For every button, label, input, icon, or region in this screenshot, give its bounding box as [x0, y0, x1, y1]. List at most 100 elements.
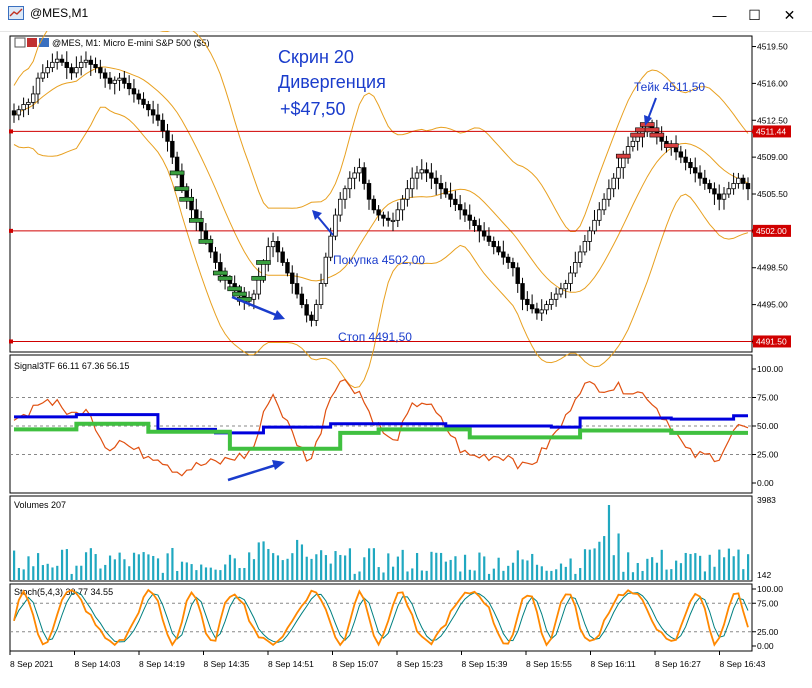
candle: [107, 77, 113, 84]
candle: [69, 67, 74, 74]
bollinger-middle-line: [13, 66, 749, 293]
volume-bar: [497, 557, 500, 580]
candle: [529, 304, 535, 310]
volume-bar: [540, 566, 543, 580]
candle: [726, 188, 732, 195]
volume-bar: [84, 552, 88, 580]
volume-bar: [747, 554, 750, 580]
candle: [453, 198, 458, 205]
volume-bar: [526, 560, 529, 580]
candle: [371, 198, 377, 211]
candle: [304, 304, 309, 316]
volume-bar: [545, 570, 548, 580]
candle: [155, 114, 161, 121]
candle: [59, 58, 65, 63]
volume-bar: [579, 568, 582, 580]
candle: [611, 177, 616, 190]
volume-bar: [60, 549, 64, 580]
volume-bar: [300, 544, 304, 580]
volume-bar: [449, 559, 452, 580]
volume-bar: [190, 564, 193, 580]
price-tag-label: 4491.50: [756, 336, 787, 346]
volume-bar: [305, 556, 308, 580]
volume-bar: [161, 572, 164, 580]
stoch-tick-label: 25.00: [757, 627, 779, 637]
buy-entry-label: Покупка 4502,00: [333, 253, 425, 267]
volume-bar: [315, 554, 318, 580]
volume-bar: [13, 550, 16, 580]
volume-bar: [22, 569, 25, 580]
candle: [78, 61, 84, 69]
volume-bar: [670, 569, 673, 580]
candle: [165, 130, 170, 142]
sell-signal-marker: [227, 286, 242, 292]
volume-bar: [344, 555, 347, 580]
candle: [11, 110, 17, 116]
candle: [323, 256, 329, 284]
volume-bar: [36, 553, 40, 580]
volume-bar: [622, 571, 625, 580]
volume-bar: [108, 555, 112, 580]
volume-bar: [41, 565, 44, 580]
volume-bar: [267, 548, 270, 580]
candle: [83, 59, 89, 63]
candle: [30, 93, 36, 103]
candle: [26, 101, 31, 105]
price-chart-svg[interactable]: @MES, M1: Micro E-mini S&P 500 ($5) Скри…: [0, 13, 812, 683]
minimize-button[interactable]: —: [712, 7, 727, 23]
candle: [35, 77, 41, 95]
volume-bar: [516, 550, 519, 580]
volume-bar: [51, 567, 54, 580]
time-tick-label: 8 Sep 16:27: [655, 659, 701, 669]
candle: [712, 188, 717, 195]
volume-bar: [339, 554, 342, 580]
candle: [395, 209, 400, 221]
candle: [376, 209, 381, 216]
close-button[interactable]: ✕: [783, 7, 796, 23]
main-panel-toolbar-icon[interactable]: [14, 37, 49, 48]
volume-bar: [511, 562, 515, 580]
sell-signal-marker: [198, 239, 214, 244]
chart-area[interactable]: @MES, M1: Micro E-mini S&P 500 ($5) Скри…: [0, 13, 812, 683]
price-axis[interactable]: 4519.50 4516.00 4512.50 4509.00 4505.50 4502.…: [752, 42, 791, 348]
volume-bar: [607, 505, 611, 580]
candle: [438, 183, 444, 190]
stoch-tick-label: 100.00: [757, 584, 783, 594]
candle: [606, 188, 612, 200]
annotation-screen-number: Скрин 20: [278, 47, 354, 67]
candle: [74, 67, 79, 74]
volume-bar: [377, 567, 380, 580]
volume-bar: [425, 570, 428, 580]
volume-bar: [559, 563, 563, 580]
volume-bar: [17, 567, 20, 580]
price-tag: [753, 335, 791, 348]
candle: [117, 77, 122, 81]
chart-window-icon: [8, 6, 24, 20]
volume-bar: [502, 570, 505, 580]
volume-bar: [420, 570, 423, 580]
level-marker: [9, 339, 13, 344]
volume-bar: [492, 568, 495, 580]
volume-bar: [655, 562, 659, 580]
signal-lines-layer: [10, 378, 752, 477]
candle: [290, 272, 295, 284]
price-tick-label: 4516.00: [757, 78, 788, 88]
maximize-button[interactable]: ☐: [748, 7, 761, 23]
volume-bar: [435, 552, 438, 580]
price-tick-label: 4498.50: [757, 263, 788, 273]
candle: [270, 240, 276, 248]
candle: [414, 172, 420, 179]
volume-bar: [70, 573, 73, 580]
volume-bar: [104, 564, 107, 580]
candle: [174, 156, 180, 174]
candle: [45, 67, 50, 74]
volume-bar: [363, 557, 366, 580]
volume-bar: [286, 558, 289, 580]
candle: [467, 214, 472, 221]
buy-signal-marker: [644, 127, 660, 133]
time-axis[interactable]: 8 Sep 2021 8 Sep 14:03 8 Sep 14:19 8 Sep 14…: [9, 651, 766, 669]
stoch-main-line: [13, 588, 749, 647]
price-tick-label: 4512.50: [757, 115, 788, 125]
volume-bar: [80, 565, 83, 580]
volume-bar: [598, 541, 601, 580]
